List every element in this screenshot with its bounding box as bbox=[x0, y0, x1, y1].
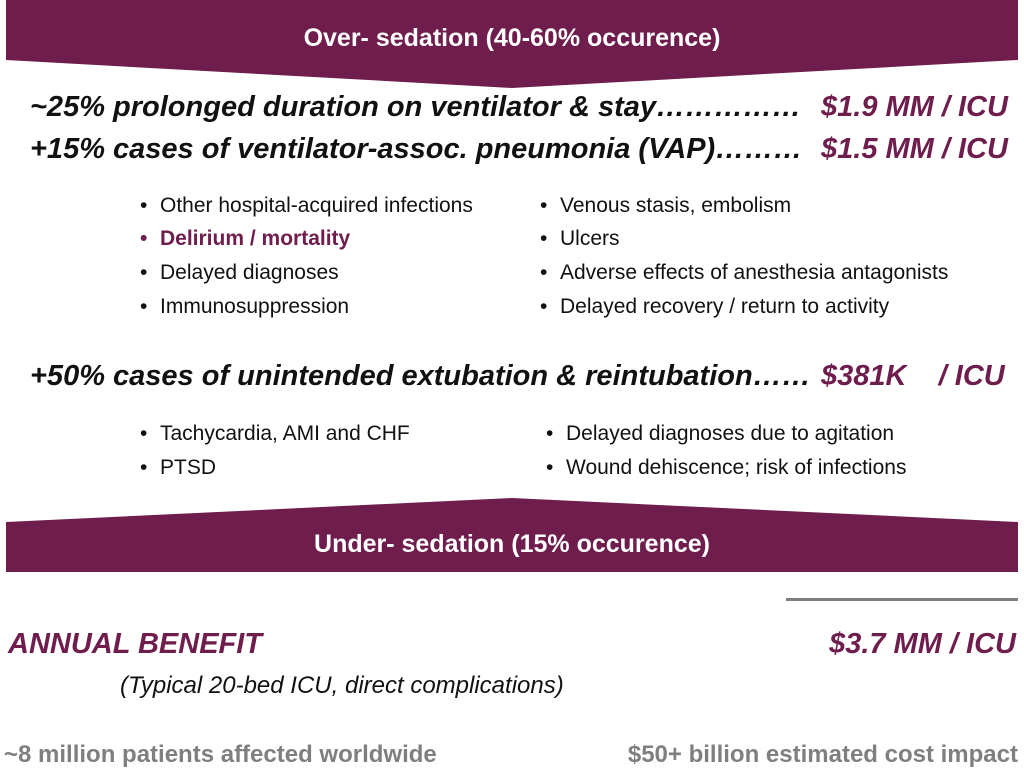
under-line: +50% cases of unintended extubation & re… bbox=[30, 360, 1005, 393]
over-line-2: +15% cases of ventilator-assoc. pneumoni… bbox=[30, 133, 1008, 166]
footer-right: $50+ billion estimated cost impact bbox=[627, 741, 1018, 768]
under-bullet-left-1: • Tachycardia, AMI and CHF bbox=[140, 422, 410, 445]
under-bullet-right-2: • Wound dehiscence; risk of infections bbox=[546, 456, 907, 479]
under-bullet-left-2: • PTSD bbox=[140, 456, 217, 479]
over-bullet-left-4: • Immunosuppression bbox=[140, 295, 350, 318]
over-bullet-right-3: • Adverse effects of anesthesia antagonis… bbox=[540, 261, 949, 284]
under-line-cost: $381K / ICU bbox=[821, 360, 1005, 392]
benefit-value: $3.7 MM / ICU bbox=[829, 628, 1016, 660]
over-bullet-left-1: • Other hospital-acquired infections bbox=[140, 194, 473, 217]
over-bullet-right-1: • Venous stasis, embolism bbox=[540, 194, 792, 217]
under-line-text: +50% cases of unintended extubation & re… bbox=[30, 360, 811, 392]
over-bullet-left-2: • Delirium / mortality bbox=[140, 227, 351, 250]
bottom-banner-shape bbox=[6, 498, 1018, 572]
over-line-1-cost: $1.9 MM / ICU bbox=[821, 91, 1008, 123]
bottom-banner-label: Under- sedation (15% occurence) bbox=[314, 530, 710, 558]
over-line-2-cost: $1.5 MM / ICU bbox=[821, 133, 1008, 165]
over-bullet-left-3: • Delayed diagnoses bbox=[140, 261, 339, 284]
separator-line bbox=[786, 598, 1018, 601]
over-line-2-text: +15% cases of ventilator-assoc. pneumoni… bbox=[30, 133, 803, 165]
over-line-1-text: ~25% prolonged duration on ventilator & … bbox=[30, 91, 802, 123]
under-bullet-right-1: • Delayed diagnoses due to agitation bbox=[546, 422, 895, 445]
over-bullet-right-4: • Delayed recovery / return to activity bbox=[540, 295, 890, 318]
over-bullet-right-2: • Ulcers bbox=[540, 227, 620, 250]
top-banner-shape bbox=[6, 0, 1018, 88]
benefit-title: ANNUAL BENEFIT bbox=[8, 628, 263, 660]
top-banner-label: Over- sedation (40-60% occurence) bbox=[303, 24, 721, 52]
footer-left: ~8 million patients affected worldwide bbox=[4, 741, 437, 768]
over-line-1: ~25% prolonged duration on ventilator & … bbox=[30, 91, 1008, 124]
benefit-note: (Typical 20-bed ICU, direct complication… bbox=[120, 672, 564, 699]
